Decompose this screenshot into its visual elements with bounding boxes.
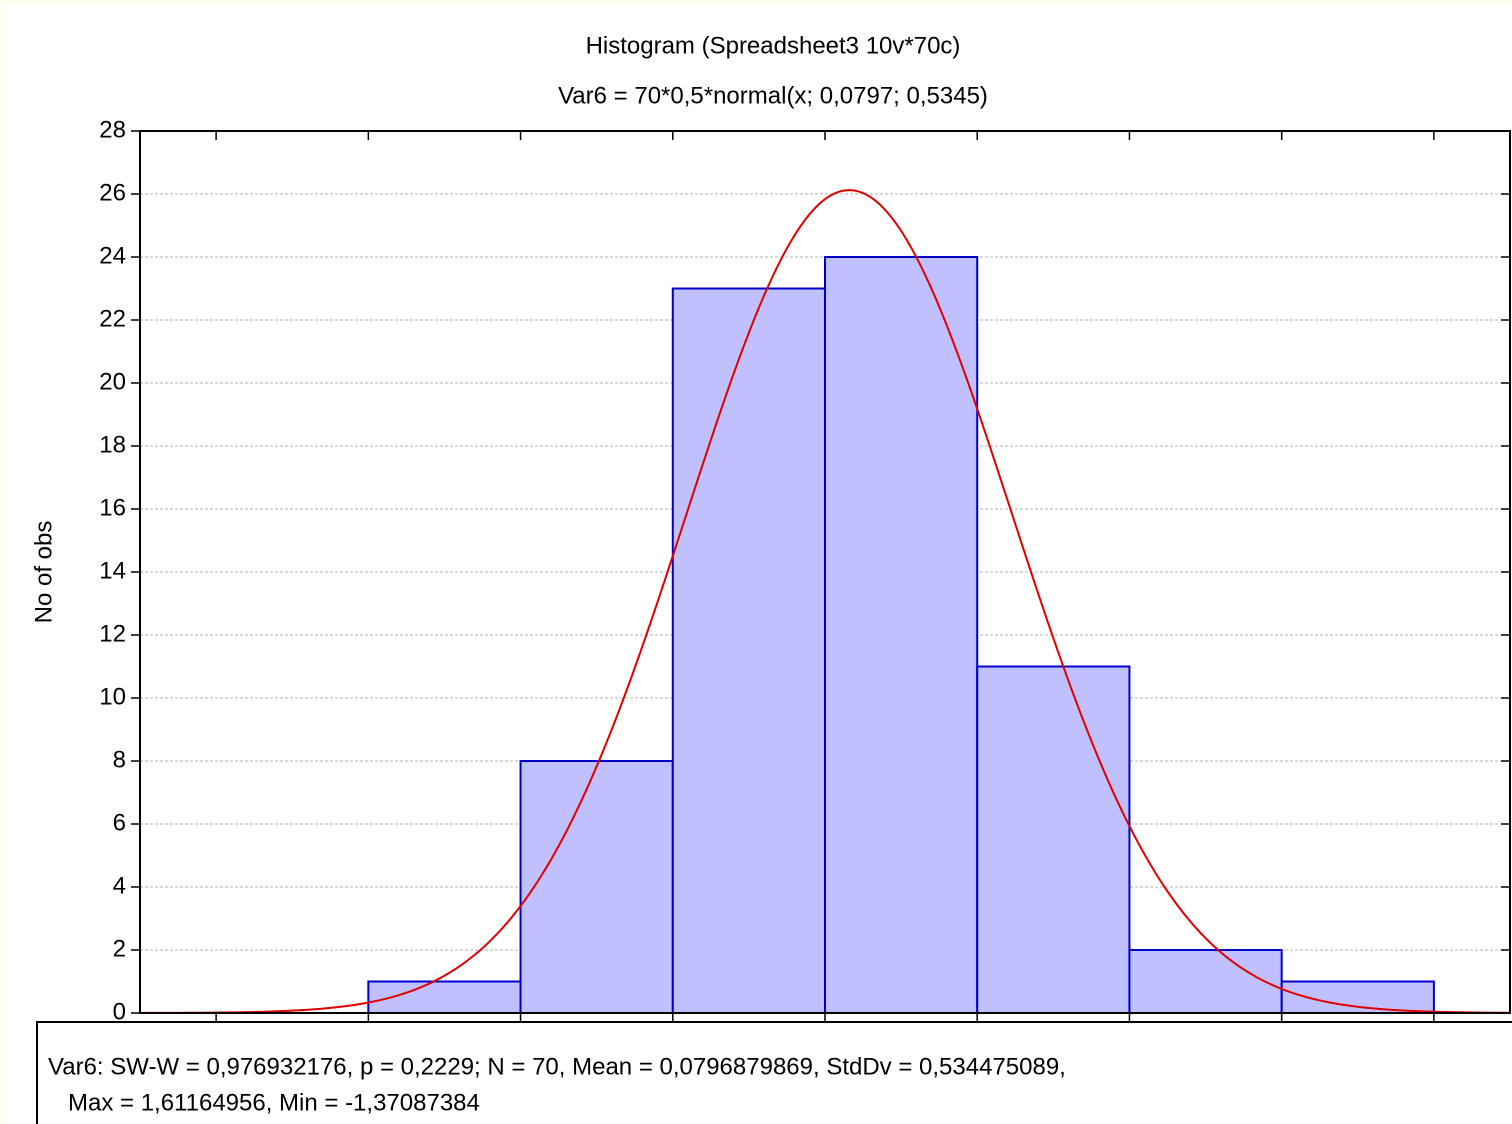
y-tick-label: 8 (113, 746, 126, 773)
y-tick-label: 4 (113, 872, 126, 899)
stats-box (36, 1021, 1512, 1124)
chart-title: Histogram (Spreadsheet3 10v*70c) (586, 32, 961, 59)
plot-frame (139, 130, 1511, 1014)
bar (671, 287, 826, 1014)
y-tick-label: 14 (99, 557, 126, 584)
y-tick-label: 2 (113, 935, 126, 962)
y-tick-label: 0 (113, 998, 126, 1025)
y-tick-label: 16 (99, 494, 126, 521)
stats-line: Max = 1,61164956, Min = -1,37087384 (68, 1089, 480, 1116)
y-tick-label: 12 (99, 620, 126, 647)
bar (519, 760, 674, 1014)
bar (976, 665, 1131, 1014)
bar (1128, 949, 1283, 1014)
chart-subtitle: Var6 = 70*0,5*normal(x; 0,0797; 0,5345) (558, 82, 988, 109)
y-tick-label: 10 (99, 683, 126, 710)
y-tick-label: 24 (99, 242, 126, 269)
y-tick-label: 20 (99, 368, 126, 395)
y-tick-label: 28 (99, 116, 126, 143)
y-tick-label: 18 (99, 431, 126, 458)
y-tick-label: 26 (99, 179, 126, 206)
bar (824, 256, 979, 1014)
y-tick-label: 22 (99, 305, 126, 332)
y-axis-label: No of obs (30, 521, 57, 624)
y-tick-label: 6 (113, 809, 126, 836)
normal-curve (139, 189, 1511, 1014)
stats-line: Var6: SW-W = 0,976932176, p = 0,2229; N … (48, 1053, 1066, 1080)
